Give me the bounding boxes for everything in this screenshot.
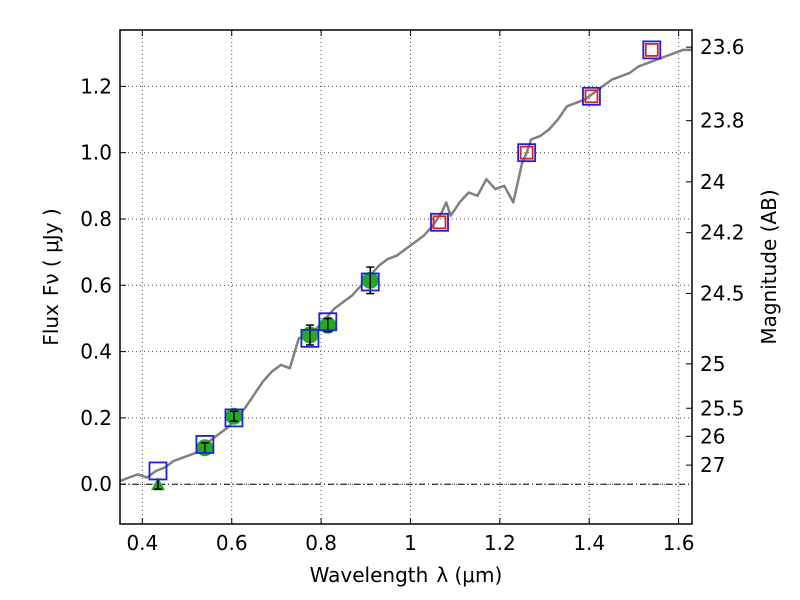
data-markers: [148, 40, 662, 491]
x-tick-label: 0.6: [216, 531, 248, 555]
model-spectrum-line: [119, 48, 692, 483]
y2-tick-label: 26: [700, 424, 725, 448]
y-tick-label: 0.4: [80, 340, 112, 364]
y-tick-label: 1.0: [80, 141, 112, 165]
y2-tick-label: 24.2: [700, 221, 745, 245]
y2-tick-label: 25: [700, 352, 725, 376]
model-flux-marker: [360, 272, 380, 292]
x-tick-label: 0.8: [305, 531, 337, 555]
y-axis-label: FluxFν ( μJy ): [39, 208, 63, 345]
model-flux-marker: [224, 408, 244, 428]
model-flux-marker: [318, 312, 338, 332]
y2-tick-label: 27: [700, 453, 725, 477]
predicted-flux-marker: [584, 89, 599, 104]
y2-tick-label: 23.6: [700, 35, 745, 59]
y2-tick-label: 24.5: [700, 281, 745, 305]
x-tick-label: 1: [404, 531, 417, 555]
x-tick-label: 1.2: [484, 531, 516, 555]
axis-ticks: 0.4 0.6 0.8 1 1.2 1.4 1.6 0.0 0.2 0.4 0.6 0.8 1.0 1.2…: [80, 30, 745, 555]
model-flux-marker: [642, 40, 662, 60]
x-tick-label: 0.4: [126, 531, 158, 555]
x-tick-label: 1.6: [663, 531, 695, 555]
y-tick-label: 0.6: [80, 273, 112, 297]
y2-tick-label: 24: [700, 170, 725, 194]
model-flux-marker: [195, 435, 215, 454]
y-tick-label: 0.8: [80, 207, 112, 231]
grid: [120, 30, 692, 524]
predicted-flux-marker: [644, 42, 659, 57]
x-tick-label: 1.4: [573, 531, 605, 555]
model-flux-marker: [517, 143, 537, 163]
y-tick-label: 0.2: [80, 406, 112, 430]
y2-axis-label: Magnitude (AB): [757, 189, 781, 344]
y-tick-label: 1.2: [80, 74, 112, 98]
model-flux-marker: [300, 328, 320, 348]
plot-frame: [119, 29, 693, 525]
x-axis-label: Wavelength λ (μm): [310, 563, 503, 587]
model-flux-marker: [582, 86, 601, 106]
predicted-flux-marker: [432, 215, 447, 230]
y2-tick-label: 23.8: [700, 109, 745, 133]
predicted-flux-marker: [519, 145, 534, 160]
model-flux-marker: [430, 212, 449, 232]
y2-tick-label: 25.5: [700, 396, 745, 420]
model-flux-marker: [148, 461, 168, 481]
y-tick-label: 0.0: [80, 472, 112, 496]
